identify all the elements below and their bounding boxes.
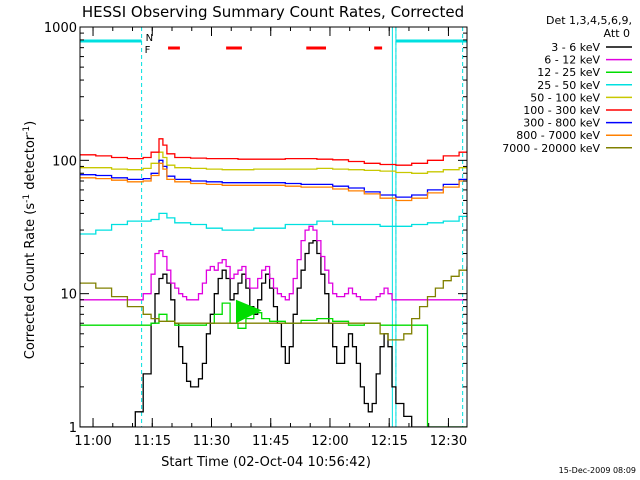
legend-label: 7000 - 20000 keV xyxy=(502,142,600,155)
series-line xyxy=(80,225,467,301)
x-tick-label: 11:00 xyxy=(74,434,111,449)
plot-area: NF xyxy=(80,27,467,427)
series-line xyxy=(80,302,467,427)
x-tick-label: 12:30 xyxy=(430,434,467,449)
y-tick-label: 1 xyxy=(69,421,77,436)
y-axis-label: Corrected Count Rate (s-1 detector-1) xyxy=(22,121,38,359)
axis-layer: 1 10 100 1000 11:00 11:15 11:30 11:45 12:00 12:15… xyxy=(44,21,467,449)
y-tick-label: 10 xyxy=(60,288,77,303)
series-layer xyxy=(80,138,467,427)
flag-label-f: F xyxy=(145,45,151,56)
x-tick-label: 12:15 xyxy=(370,434,407,449)
series-line xyxy=(80,162,467,202)
legend-header: Att 0 xyxy=(604,27,630,40)
series-line xyxy=(80,138,467,166)
y-axis-label-part: Corrected Count Rate (s xyxy=(23,203,38,360)
timestamp: 15-Dec-2009 08:09 xyxy=(559,466,636,475)
legend-label: 50 - 100 keV xyxy=(530,91,600,104)
legend-label: 800 - 7000 keV xyxy=(516,129,600,142)
y-axis-label-part: detector xyxy=(23,134,38,194)
legend-label: 12 - 25 keV xyxy=(537,66,600,79)
annotation-layer: NF xyxy=(80,27,467,427)
series-line xyxy=(80,239,467,427)
y-tick-label: 100 xyxy=(52,154,77,169)
series-line xyxy=(80,266,467,341)
y-tick-label: 1000 xyxy=(44,21,77,36)
x-tick-label: 11:45 xyxy=(252,434,289,449)
y-axis-label-sup: -1 xyxy=(22,126,32,135)
legend-label: 100 - 300 keV xyxy=(523,104,600,117)
legend-header: Det 1,3,4,5,6,9, xyxy=(546,14,632,27)
x-tick-label: 11:15 xyxy=(134,434,171,449)
x-tick-label: 11:30 xyxy=(193,434,230,449)
y-axis-label-sup: -1 xyxy=(22,194,32,203)
legend-label: 6 - 12 keV xyxy=(544,54,600,67)
legend-label: 25 - 50 keV xyxy=(537,79,600,92)
filled-region xyxy=(235,299,262,324)
chart-title: HESSI Observing Summary Count Rates, Cor… xyxy=(82,3,464,21)
x-tick-label: 12:00 xyxy=(311,434,348,449)
flag-label-n: N xyxy=(146,33,153,44)
legend-label: 300 - 800 keV xyxy=(523,117,600,130)
plot-frame xyxy=(79,26,468,428)
x-axis-label: Start Time (02-Oct-04 10:56:42) xyxy=(161,455,371,470)
legend-label: 3 - 6 keV xyxy=(551,41,600,54)
series-line xyxy=(80,151,467,174)
series-line xyxy=(80,212,467,235)
y-axis-label-part: ) xyxy=(23,121,38,126)
series-line xyxy=(80,159,467,198)
